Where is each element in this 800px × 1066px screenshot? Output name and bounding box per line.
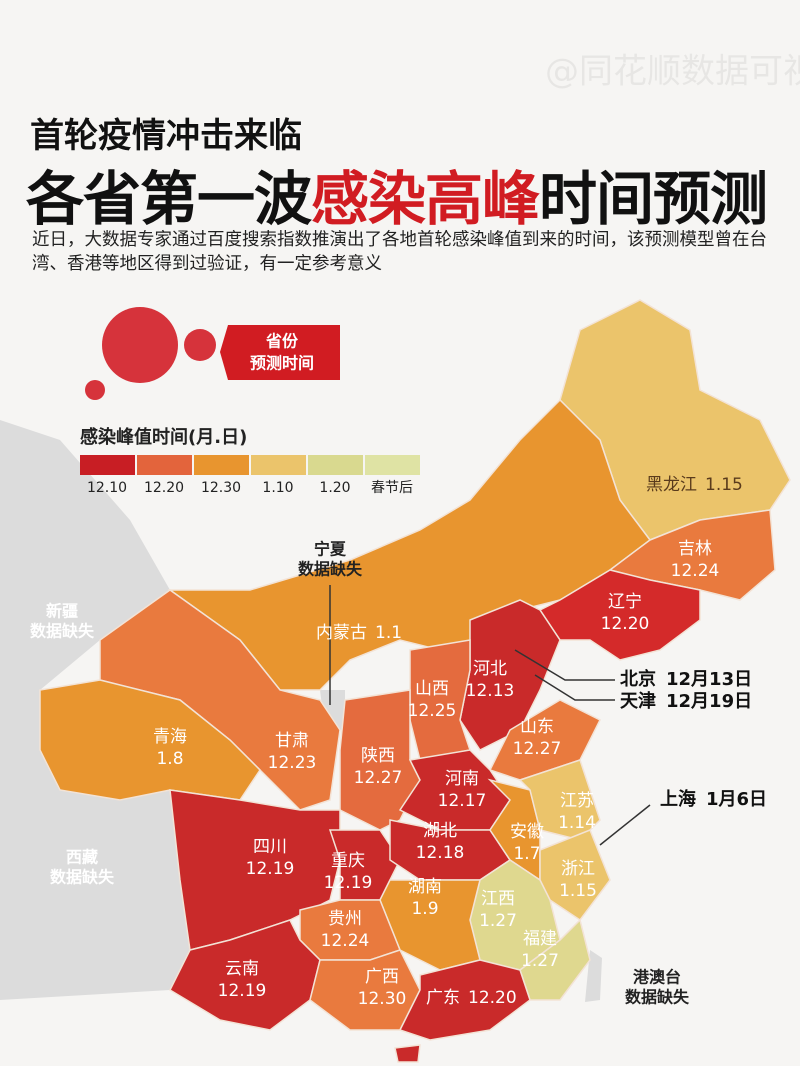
region-name: 浙江 bbox=[561, 859, 595, 879]
region-date: 12.19 bbox=[218, 981, 267, 1001]
region-date: 12.20 bbox=[468, 988, 517, 1008]
region-date: 1.14 bbox=[558, 813, 596, 833]
region-name: 陕西 bbox=[361, 746, 395, 766]
missing-name: 宁夏 bbox=[314, 540, 347, 559]
region-date: 12.18 bbox=[416, 843, 465, 863]
region-date: 1.15 bbox=[705, 475, 743, 495]
region-date: 12.17 bbox=[438, 791, 487, 811]
region-name: 青海 bbox=[153, 727, 187, 747]
region-name: 贵州 bbox=[328, 909, 362, 929]
region-name: 甘肃 bbox=[275, 731, 309, 751]
region-date: 1.27 bbox=[479, 911, 517, 931]
title-part: 各省第一波 bbox=[26, 165, 312, 233]
region-name: 福建 bbox=[523, 929, 557, 949]
region-date: 12.30 bbox=[358, 989, 407, 1009]
legend-label: 12.10 bbox=[87, 480, 127, 496]
region-name: 辽宁 bbox=[608, 592, 642, 612]
region-date: 12.24 bbox=[671, 561, 720, 581]
region-name: 河南 bbox=[445, 769, 479, 789]
legend-swatch bbox=[308, 455, 363, 475]
region-name: 湖南 bbox=[408, 877, 442, 897]
virus-icon bbox=[85, 307, 216, 400]
legend-swatch bbox=[365, 455, 420, 475]
region-date: 12.13 bbox=[466, 681, 515, 701]
description: 近日，大数据专家通过百度搜索指数推演出了各地首轮感染峰值到来的时间，该预测模型曾… bbox=[32, 230, 767, 274]
callout-name: 上海 bbox=[660, 788, 696, 810]
taiwan bbox=[585, 950, 602, 1002]
xinjiang-tibet bbox=[0, 420, 190, 1000]
region-name: 云南 bbox=[225, 959, 259, 979]
legend-swatch bbox=[137, 455, 192, 475]
legend-label: 春节后 bbox=[371, 480, 413, 496]
title-part: 时间预测 bbox=[539, 165, 768, 233]
region-name: 河北 bbox=[473, 659, 507, 679]
region-date: 1.1 bbox=[375, 623, 402, 643]
region-date: 12.27 bbox=[513, 739, 562, 759]
watermark: @同花顺数据可视化 bbox=[545, 52, 800, 92]
title: 各省第一波感染高峰时间预测 bbox=[26, 152, 768, 236]
region-name: 广东 bbox=[426, 988, 460, 1008]
region-name: 湖北 bbox=[423, 821, 457, 841]
region-date: 12.24 bbox=[321, 931, 370, 951]
badge: 省份 预测时间 bbox=[220, 325, 340, 380]
missing-name: 西藏 bbox=[66, 848, 98, 867]
region-date: 12.19 bbox=[324, 873, 373, 893]
region-date: 12.27 bbox=[354, 768, 403, 788]
region-date: 1.8 bbox=[156, 749, 183, 769]
region-date: 1.15 bbox=[559, 881, 597, 901]
region-name: 安徽 bbox=[510, 822, 544, 842]
badge-line: 省份 bbox=[265, 332, 299, 351]
region-name: 山西 bbox=[415, 679, 449, 699]
callout-name: 北京 bbox=[620, 668, 656, 690]
region-date: 12.23 bbox=[268, 753, 317, 773]
missing-note: 数据缺失 bbox=[625, 988, 690, 1007]
region-name: 重庆 bbox=[331, 851, 365, 871]
missing-name: 新疆 bbox=[46, 602, 78, 621]
callout-date: 12月19日 bbox=[666, 691, 752, 712]
region-name: 山东 bbox=[520, 717, 554, 737]
region-name: 四川 bbox=[253, 837, 287, 857]
legend-swatch bbox=[251, 455, 306, 475]
callout-date: 12月13日 bbox=[666, 669, 752, 690]
region-date: 12.20 bbox=[601, 614, 650, 634]
legend-label: 12.20 bbox=[144, 480, 184, 496]
region-name: 黑龙江 bbox=[646, 475, 697, 495]
missing-note: 数据缺失 bbox=[30, 622, 95, 641]
legend-label: 1.10 bbox=[262, 480, 293, 496]
missing-name: 港澳台 bbox=[633, 968, 681, 987]
legend-label: 1.20 bbox=[319, 480, 350, 496]
legend-label: 12.30 bbox=[201, 480, 241, 496]
region-date: 12.19 bbox=[246, 859, 295, 879]
region-date: 1.7 bbox=[513, 844, 540, 864]
region-name: 江西 bbox=[481, 889, 515, 909]
missing-note: 数据缺失 bbox=[298, 560, 363, 579]
region-date: 12.25 bbox=[408, 701, 457, 721]
subtitle: 首轮疫情冲击来临 bbox=[30, 116, 302, 156]
callout-date: 1月6日 bbox=[706, 789, 767, 810]
title-highlight: 感染高峰 bbox=[311, 165, 540, 233]
callout-lines bbox=[329, 585, 651, 846]
callout-name: 天津 bbox=[620, 690, 656, 712]
legend-swatch bbox=[80, 455, 135, 475]
region-name: 江苏 bbox=[560, 791, 594, 811]
region-name: 广西 bbox=[365, 967, 399, 987]
region-date: 1.9 bbox=[411, 899, 438, 919]
region-name: 吉林 bbox=[678, 539, 712, 559]
legend-swatch bbox=[194, 455, 249, 475]
provinces bbox=[39, 299, 791, 1063]
legend-title: 感染峰值时间(月.日) bbox=[80, 426, 247, 448]
missing-note: 数据缺失 bbox=[50, 868, 115, 887]
region-name: 内蒙古 bbox=[316, 623, 367, 643]
region-date: 1.27 bbox=[521, 951, 559, 971]
badge-line: 预测时间 bbox=[250, 354, 314, 373]
